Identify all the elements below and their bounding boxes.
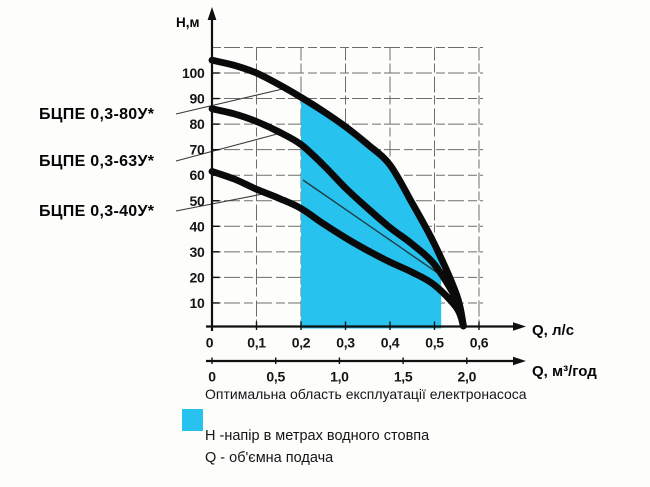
- x-tick-label: 0,3: [336, 335, 355, 351]
- x-secondary-tick-label: 1,5: [394, 369, 413, 385]
- legend-color-swatch: [182, 409, 203, 431]
- x-tick-label: 0,6: [470, 335, 489, 351]
- curve-bcpe-03-80u: [208, 56, 467, 330]
- x-secondary-tick-label: 0: [208, 369, 216, 385]
- curve-bcpe-03-63u: [208, 105, 467, 330]
- curve-label-bcpe-03-40u: БЦПЕ 0,3-40У*: [39, 203, 155, 220]
- tick-marks: [211, 72, 480, 364]
- x-secondary-tick-label: 2,0: [458, 369, 477, 385]
- y-axis-unit-label: Н,м: [176, 15, 200, 30]
- y-tick-label: 20: [190, 269, 205, 285]
- x-tick-label: 0,1: [247, 335, 266, 351]
- x-tick-label: 0,2: [292, 335, 311, 351]
- y-tick-label: 10: [190, 295, 205, 311]
- label-leader-lines: [175, 87, 288, 212]
- curve-label-bcpe-03-63u: БЦПЕ 0,3-63У*: [39, 153, 155, 170]
- x-tick-label: 0: [206, 335, 214, 351]
- x-axis-secondary-unit-label: Q, м³/год: [532, 363, 597, 380]
- y-tick-label: 60: [190, 167, 205, 183]
- x-tick-label: 0,5: [425, 335, 444, 351]
- axes: [206, 16, 517, 363]
- y-tick-label: 80: [190, 116, 205, 132]
- legend-optimal-area-text: Оптимальна область експлуатації електрон…: [205, 386, 527, 402]
- y-tick-label: 40: [190, 218, 205, 234]
- tick-labels: 10 20 30 40 50 60 70 80 90 100 0 0,1 0,2 0,3 0,4 0,5 0,6…: [182, 65, 489, 385]
- scan-artifact-line: [302, 179, 443, 277]
- axis-arrows: [207, 7, 526, 366]
- legend-q-definition: Q - об'ємна подача: [205, 450, 334, 466]
- x-secondary-tick-label: 1,0: [330, 369, 349, 385]
- curve-bcpe-03-40u: [208, 168, 467, 330]
- y-tick-label: 50: [190, 193, 205, 209]
- x-tick-label: 0,4: [381, 335, 400, 351]
- y-tick-label: 90: [190, 91, 205, 107]
- y-tick-label: 30: [190, 244, 205, 260]
- y-tick-label: 70: [190, 142, 205, 158]
- x-axis-primary-unit-label: Q, л/с: [532, 322, 575, 339]
- x-secondary-tick-label: 0,5: [266, 369, 285, 385]
- y-tick-label: 100: [182, 65, 205, 81]
- legend-h-definition: Н -напір в метрах водного стовпа: [205, 428, 430, 444]
- curve-label-bcpe-03-80u: БЦПЕ 0,3-80У*: [39, 106, 155, 123]
